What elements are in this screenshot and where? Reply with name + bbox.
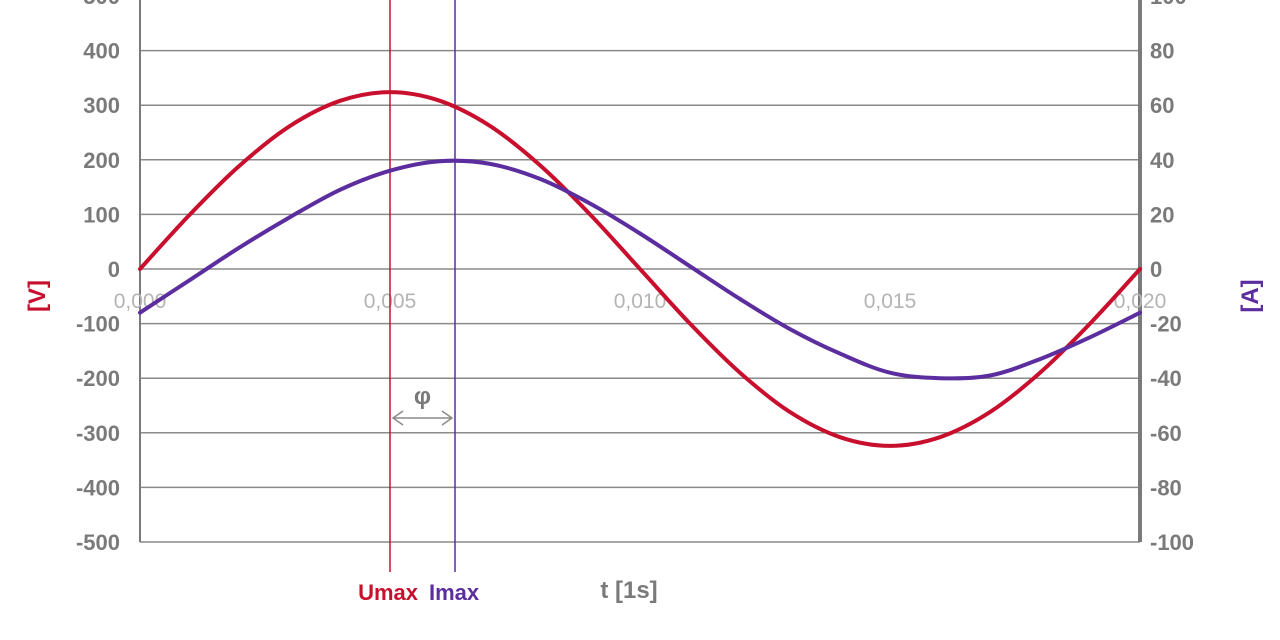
y-left-tick-label: 500	[83, 0, 120, 9]
series-line-umax	[138, 90, 1142, 448]
phase-annotation: φ	[391, 383, 454, 426]
y-right-tick-labels: -100 -80 -60 -40 -20 0 20 40 60 80 100	[1150, 0, 1194, 555]
y-right-tick-label: 60	[1150, 93, 1174, 118]
phase-label: φ	[414, 383, 431, 410]
y-left-tick-label: 200	[83, 148, 120, 173]
y-left-tick-labels: -500 -400 -300 -200 -100 0 100 200 300 400 500	[76, 0, 120, 555]
series	[138, 90, 1142, 448]
y-right-tick-label: -100	[1150, 530, 1194, 555]
axis-labels: [V] [A] t [1s] Umax Imax	[24, 279, 1264, 605]
x-tick-label: 0,010	[614, 290, 667, 313]
marker-label-umax: Umax	[358, 580, 419, 605]
y-right-tick-label: -20	[1150, 312, 1182, 337]
series-line-imax	[138, 158, 1142, 381]
y-left-tick-label: 400	[83, 39, 120, 64]
y-left-tick-label: 300	[83, 93, 120, 118]
y-left-tick-label: -500	[76, 530, 120, 555]
y-right-tick-label: -40	[1150, 366, 1182, 391]
x-tick-labels: 0,000 0,005 0,010 0,015 0,020	[114, 290, 1167, 313]
x-tick-label: 0,000	[114, 290, 167, 313]
phase-arrowhead-left	[391, 410, 404, 426]
y-right-tick-label: 100	[1150, 0, 1187, 9]
y-left-tick-label: -400	[76, 475, 120, 500]
marker-label-imax: Imax	[429, 580, 480, 605]
x-axis-label: t [1s]	[600, 577, 657, 604]
y-left-tick-label: -200	[76, 366, 120, 391]
y-left-tick-label: 0	[108, 257, 120, 282]
y-right-tick-label: 20	[1150, 202, 1174, 227]
y-left-tick-label: -100	[76, 312, 120, 337]
axes	[139, 0, 1142, 542]
phase-arrowhead-right	[441, 410, 454, 426]
y-right-tick-label: -60	[1150, 421, 1182, 446]
y-left-axis-label: [V]	[24, 280, 51, 312]
y-right-tick-label: 40	[1150, 148, 1174, 173]
y-right-tick-label: 80	[1150, 39, 1174, 64]
x-tick-label: 0,015	[864, 290, 917, 313]
y-right-tick-label: 0	[1150, 257, 1162, 282]
y-left-tick-label: -300	[76, 421, 120, 446]
x-tick-label: 0,020	[1114, 290, 1167, 313]
y-right-tick-label: -80	[1150, 475, 1182, 500]
y-right-axis-label: [A]	[1237, 279, 1264, 312]
max-markers	[389, 0, 456, 572]
y-left-tick-label: 100	[83, 202, 120, 227]
